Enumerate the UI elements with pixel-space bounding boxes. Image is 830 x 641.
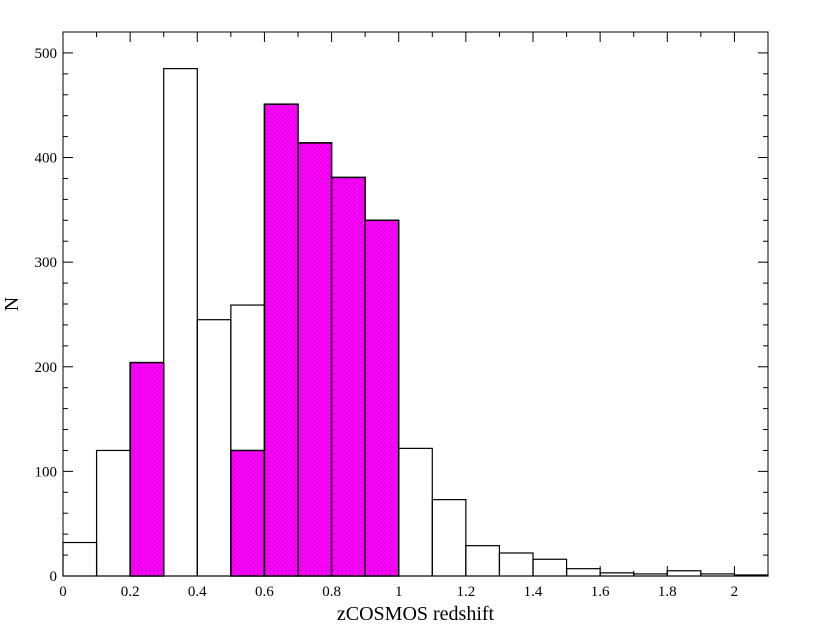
- x-tick-label: 0: [59, 584, 67, 600]
- x-tick-label: 0.4: [188, 584, 207, 600]
- outline-bar-1: [95, 449, 131, 577]
- outline-bar-10: [398, 447, 433, 577]
- outline-bar-11: [431, 499, 467, 577]
- magenta-bar-2: [263, 103, 299, 577]
- outline-bar-12: [465, 545, 501, 577]
- ticks-layer: 0 0.2 0.4 0.6 0.8 1 1.2 1.4 1.6 1.8 2 0 100 200 300 400…: [35, 32, 768, 600]
- x-tick-label: 2: [731, 584, 739, 600]
- magenta-bar-1: [230, 449, 266, 577]
- plot-frame: [62, 31, 769, 577]
- y-axis-title: N: [1, 297, 23, 311]
- outline-bar-14: [532, 558, 568, 577]
- outline-bar-13: [498, 552, 534, 577]
- x-tick-label: 1.2: [456, 584, 475, 600]
- y-tick-label: 500: [35, 46, 58, 62]
- outline-bar-15: [565, 568, 601, 577]
- magenta-bar-4: [330, 176, 366, 577]
- x-tick-label: 1: [395, 584, 403, 600]
- x-tick-label: 0.2: [121, 584, 140, 600]
- magenta-bar-0: [129, 361, 165, 577]
- x-tick-label: 1.6: [591, 584, 610, 600]
- outline-bar-4: [196, 319, 232, 577]
- x-tick-label: 0.8: [322, 584, 341, 600]
- y-tick-label: 0: [50, 569, 58, 585]
- x-tick-label: 1.4: [524, 584, 543, 600]
- outline-bar-3: [163, 68, 198, 577]
- y-tick-label: 400: [35, 151, 58, 167]
- y-tick-label: 100: [35, 464, 58, 480]
- magenta-bar-3: [297, 142, 333, 577]
- outline-bar-18: [666, 570, 702, 577]
- outline-bar-0: [62, 541, 98, 577]
- x-axis-title: zCOSMOS redshift: [337, 603, 495, 625]
- x-tick-label: 1.8: [658, 584, 677, 600]
- y-tick-label: 200: [35, 360, 58, 376]
- x-tick-label: 0.6: [255, 584, 274, 600]
- y-tick-label: 300: [35, 255, 58, 271]
- magenta-bar-5: [364, 219, 400, 577]
- bars-layer: [62, 68, 769, 577]
